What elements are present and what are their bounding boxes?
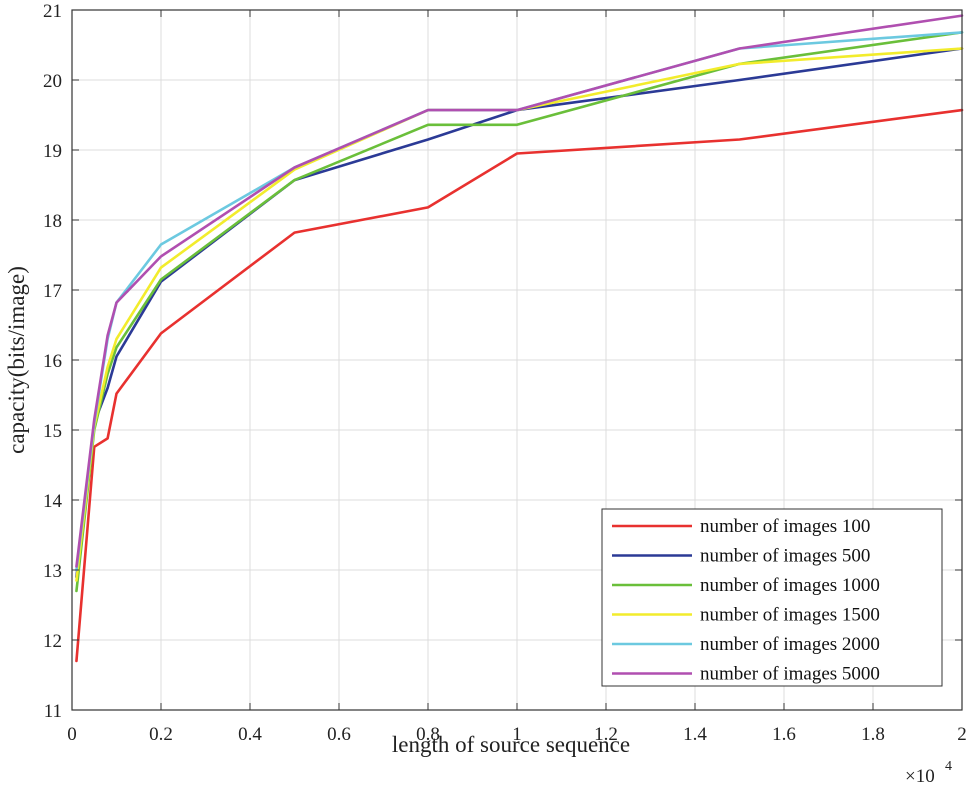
- x-tick-label: 0.2: [149, 724, 173, 745]
- series-lines: [75, 14, 964, 663]
- y-tick-label: 14: [43, 491, 63, 512]
- x-tick-label: 1.8: [861, 724, 885, 745]
- x-axis-label: length of source sequence: [392, 732, 630, 757]
- x-tick-label: 1.6: [772, 724, 796, 745]
- x-tick-label: 0: [67, 724, 77, 745]
- tick-labels: 0 0.2 0.4 0.6 0.8 1 1.2 1.4 1.6 1.8 21112131415161…: [43, 1, 967, 745]
- y-tick-label: 13: [43, 561, 62, 582]
- y-tick-label: 16: [43, 351, 62, 372]
- y-tick-label: 11: [44, 701, 62, 722]
- x-tick-label: 0.8: [416, 724, 440, 745]
- legend-label: number of images 1500: [700, 605, 880, 626]
- x-tick-label: 2: [957, 724, 967, 745]
- series-line-6: [75, 14, 964, 568]
- x-tick-label: 0.6: [327, 724, 351, 745]
- x-multiplier-base: ×10: [905, 766, 935, 787]
- x-tick-label: 1.2: [594, 724, 618, 745]
- x-tick-label: 1: [512, 724, 522, 745]
- y-tick-label: 12: [43, 631, 62, 652]
- legend-label: number of images 2000: [700, 634, 880, 655]
- legend-label: number of images 5000: [700, 664, 880, 685]
- series-line-5: [75, 31, 964, 572]
- x-tick-label: 0.4: [238, 724, 262, 745]
- legend-label: number of images 100: [700, 516, 870, 537]
- y-tick-label: 18: [43, 211, 62, 232]
- series-line-4: [75, 47, 964, 582]
- axes: [71, 9, 963, 711]
- legend-box: [601, 508, 943, 687]
- x-axis-multiplier: ×10 4: [905, 759, 952, 787]
- y-tick-label: 21: [43, 1, 62, 22]
- y-axis-label: capacity(bits/image): [4, 266, 29, 454]
- legend-label: number of images 1000: [700, 575, 880, 596]
- x-multiplier-exponent: 4: [945, 759, 952, 774]
- series-line-1: [75, 108, 964, 663]
- y-tick-label: 15: [43, 421, 62, 442]
- y-tick-label: 20: [43, 71, 62, 92]
- series-line-3: [75, 31, 964, 593]
- x-tick-label: 1.4: [683, 724, 707, 745]
- y-tick-label: 17: [43, 281, 62, 302]
- y-tick-label: 19: [43, 141, 62, 162]
- legend-label: number of images 500: [700, 546, 870, 567]
- legend: number of images 100 number of images 500…: [601, 508, 943, 687]
